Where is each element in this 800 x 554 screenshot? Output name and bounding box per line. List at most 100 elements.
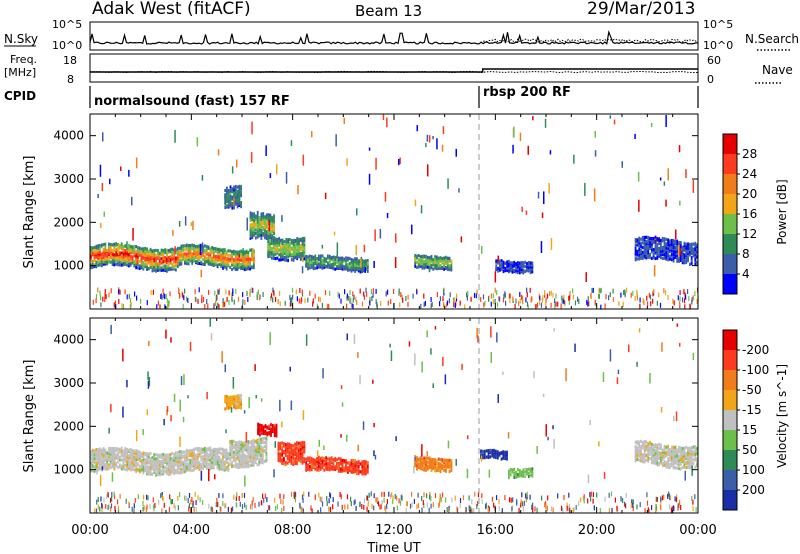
echo-cell <box>102 461 105 465</box>
echo-cell <box>445 467 447 471</box>
echo-cell <box>355 296 357 302</box>
echo-cell <box>147 470 150 474</box>
echo-cell <box>674 456 677 460</box>
echo-cell <box>658 453 660 457</box>
echo-cell <box>124 254 127 258</box>
echo-cell <box>492 293 494 299</box>
echo-cell <box>222 455 224 459</box>
echo-cell <box>276 164 278 175</box>
echo-cell <box>436 265 438 269</box>
echo-cell <box>151 456 154 460</box>
echo-cell <box>178 249 181 254</box>
echo-cell <box>249 259 251 264</box>
echo-cell <box>681 252 684 256</box>
echo-cell <box>416 265 418 269</box>
echo-cell <box>220 253 223 257</box>
echo-cell <box>674 447 677 451</box>
echo-cell <box>238 187 241 191</box>
echo-cell <box>291 297 293 302</box>
echo-cell <box>608 492 610 498</box>
echo-cell <box>310 468 313 472</box>
echo-cell <box>300 507 302 513</box>
echo-cell <box>423 293 425 299</box>
echo-cell <box>225 455 228 459</box>
echo-cell <box>197 495 199 501</box>
echo-cell <box>302 497 304 503</box>
echo-cell <box>135 259 137 263</box>
echo-cell <box>124 467 127 472</box>
echo-cell <box>692 242 695 246</box>
echo-cell <box>176 454 179 458</box>
echo-cell <box>182 292 184 298</box>
echo-cell <box>487 455 490 460</box>
echo-cell <box>136 295 138 301</box>
echo-cell <box>685 249 688 253</box>
echo-cell <box>157 250 159 254</box>
echo-cell <box>140 252 143 256</box>
echo-cell <box>336 458 338 462</box>
echo-cell <box>687 244 689 248</box>
echo-cell <box>695 507 697 512</box>
echo-cell <box>173 252 175 256</box>
echo-cell <box>277 447 280 451</box>
echo-cell <box>225 465 228 470</box>
echo-cell <box>334 257 337 261</box>
echo-cell <box>312 255 315 259</box>
echo-cell <box>652 443 655 447</box>
echo-cell <box>225 264 228 268</box>
echo-cell <box>634 444 637 449</box>
echo-cell <box>296 462 298 466</box>
echo-cell <box>239 501 241 507</box>
echo-cell <box>182 450 185 454</box>
echo-cell <box>499 261 501 265</box>
echo-cell <box>432 259 435 263</box>
echo-cell <box>232 288 234 294</box>
echo-cell <box>229 395 232 399</box>
echo-cell <box>218 467 221 472</box>
echo-cell <box>430 297 432 302</box>
echo-cell <box>421 262 424 266</box>
echo-cell <box>249 291 251 297</box>
echo-cell <box>120 259 123 263</box>
echo-cell <box>413 498 415 504</box>
echo-cell <box>182 257 185 261</box>
echo-cell <box>269 254 271 258</box>
echo-cell <box>121 303 123 309</box>
echo-cell <box>641 241 644 245</box>
echo-cell <box>381 499 383 505</box>
echo-cell <box>223 265 226 269</box>
echo-cell <box>251 222 254 226</box>
echo-cell <box>251 453 253 457</box>
echo-cell <box>184 260 186 264</box>
echo-cell <box>692 462 695 466</box>
echo-cell <box>265 452 268 456</box>
echo-cell <box>256 457 259 461</box>
echo-cell <box>353 500 355 506</box>
echo-cell <box>497 255 499 263</box>
echo-cell <box>439 469 442 474</box>
echo-cell <box>196 137 199 147</box>
echo-cell <box>133 244 136 249</box>
echo-cell <box>146 464 148 469</box>
echo-cell <box>146 504 148 510</box>
echo-cell <box>332 467 335 471</box>
echo-cell <box>173 254 175 258</box>
echo-cell <box>292 254 295 258</box>
echo-cell <box>299 237 302 241</box>
echo-cell <box>115 456 118 460</box>
echo-cell <box>681 245 684 249</box>
echo-cell <box>622 301 624 307</box>
echo-cell <box>91 469 94 473</box>
echo-cell <box>305 461 308 465</box>
echo-cell <box>364 267 366 273</box>
echo-cell <box>167 472 170 476</box>
echo-cell <box>676 452 679 457</box>
echo-cell <box>142 263 145 267</box>
echo-cell <box>696 262 698 266</box>
echo-cell <box>238 457 241 461</box>
echo-cell <box>162 259 165 263</box>
echo-cell <box>355 245 357 256</box>
echo-cell <box>271 241 273 246</box>
echo-cell <box>675 229 677 240</box>
echo-cell <box>645 453 648 457</box>
